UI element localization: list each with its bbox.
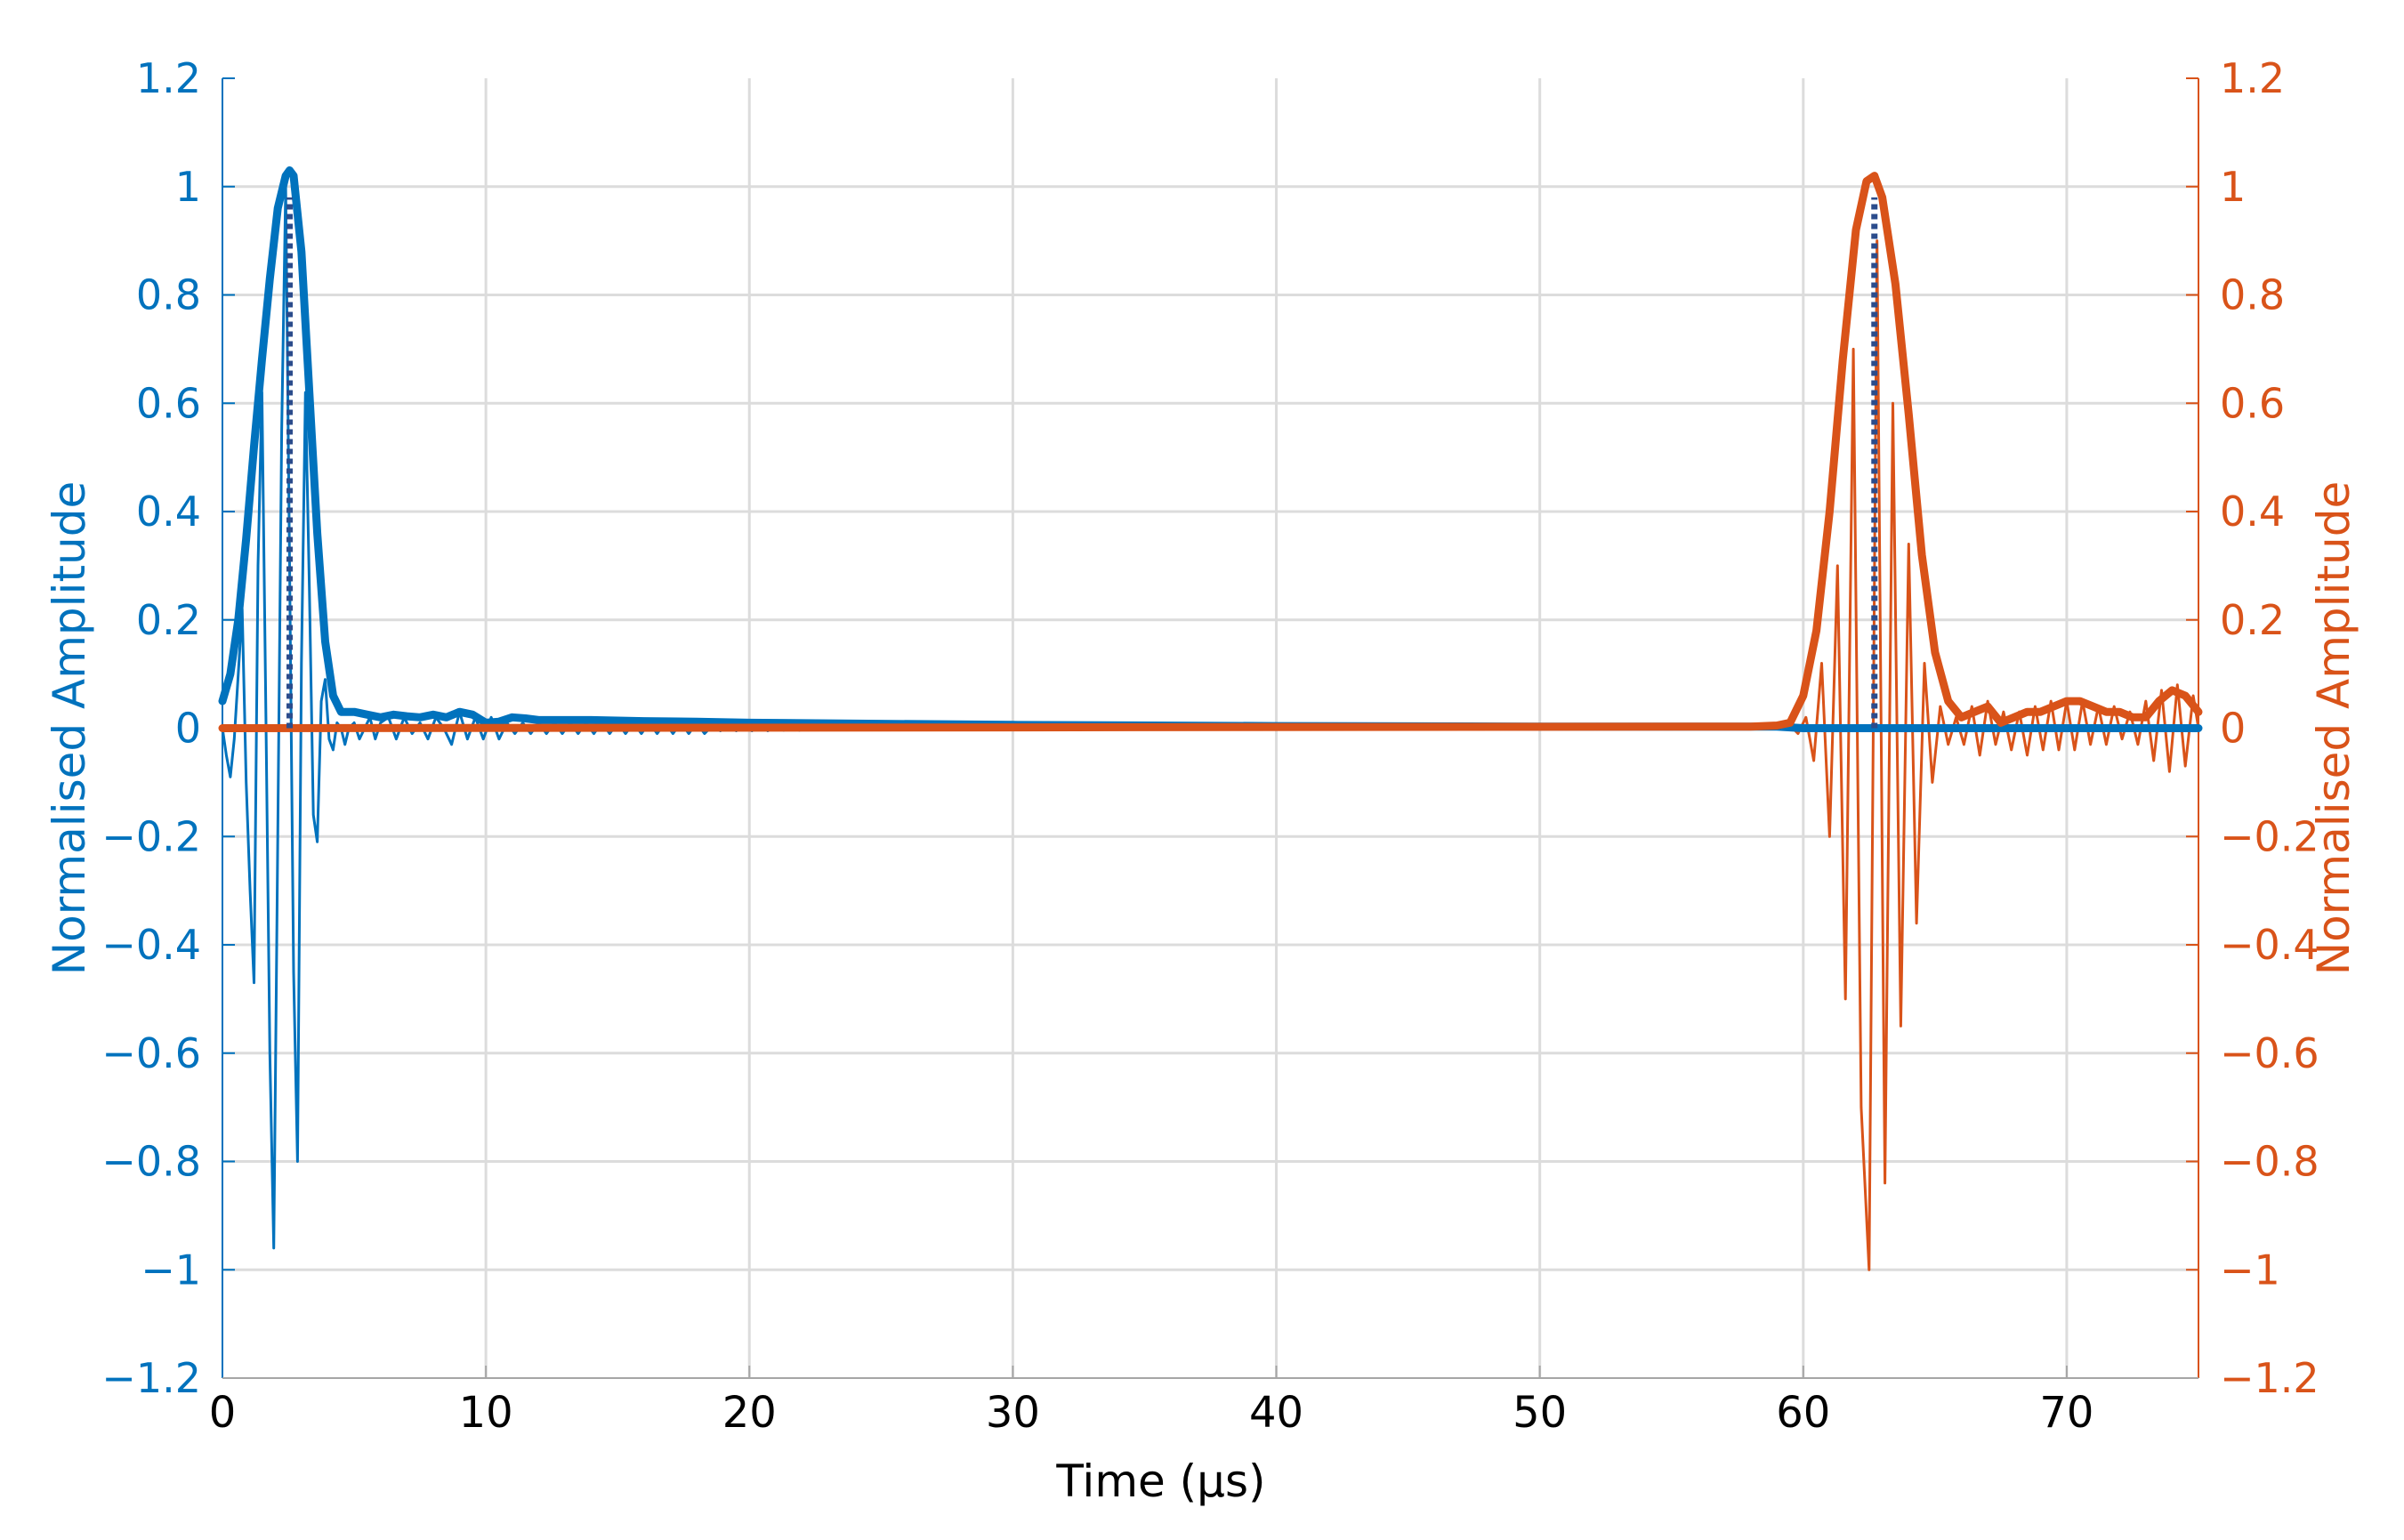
x-tick-label: 20 [722, 1388, 777, 1438]
y-tick-label-right: −0.2 [2220, 812, 2319, 860]
y-tick-label-right: −1.2 [2220, 1354, 2319, 1402]
y-tick-label-right: 1.2 [2220, 54, 2285, 102]
y-tick-label-left: −1 [141, 1246, 201, 1294]
y-axis-left-title: Normalised Amplitude [44, 481, 95, 975]
y-tick-label-right: −0.6 [2220, 1029, 2319, 1077]
y-tick-label-left: 0 [175, 705, 201, 753]
y-tick-label-left: 0.6 [136, 379, 201, 427]
series-layer [218, 166, 2203, 1271]
x-tick-label: 50 [1513, 1388, 1567, 1438]
y-tick-label-left: −0.8 [101, 1138, 201, 1186]
y-tick-label-left: 0.4 [136, 488, 201, 536]
y-tick-label-right: 0.6 [2220, 379, 2285, 427]
x-tick-label: 70 [2039, 1388, 2093, 1438]
y-tick-label-right: 0.2 [2220, 596, 2285, 644]
y-tick-label-left: 0.8 [136, 271, 201, 319]
series-right-thick-line [218, 172, 2203, 732]
y-tick-label-right: 1 [2220, 163, 2246, 211]
y-axis-right-title: Normalised Amplitude [2308, 481, 2360, 975]
y-tick-label-right: 0 [2220, 705, 2246, 753]
y-tick-label-right: 0.8 [2220, 271, 2285, 319]
y-tick-label-left: −0.4 [101, 921, 201, 969]
y-tick-label-right: −0.8 [2220, 1138, 2319, 1186]
x-tick-label: 60 [1776, 1388, 1830, 1438]
x-tick-label: 0 [209, 1388, 237, 1438]
y-tick-label-right: 0.4 [2220, 488, 2285, 536]
x-tick-label: 10 [459, 1388, 513, 1438]
y-tick-label-left: 1 [175, 163, 201, 211]
tick-labels: 0 10 20 30 40 50 60 70 1.2 1.2 1 1 0.8 0.8 0.6 0.6 0.4 0.… [101, 54, 2319, 1438]
x-tick-label: 30 [986, 1388, 1040, 1438]
y-tick-label-left: −0.2 [101, 812, 201, 860]
y-tick-label-left: −1.2 [101, 1354, 201, 1402]
x-tick-label: 40 [1249, 1388, 1303, 1438]
y-tick-label-right: −1 [2220, 1246, 2280, 1294]
y-tick-label-left: −0.6 [101, 1029, 201, 1077]
y-tick-label-left: 1.2 [136, 54, 201, 102]
y-tick-label-right: −0.4 [2220, 921, 2319, 969]
grid [222, 78, 2198, 1378]
x-axis-title: Time (µs) [1055, 1455, 1265, 1507]
y-tick-label-left: 0.2 [136, 596, 201, 644]
